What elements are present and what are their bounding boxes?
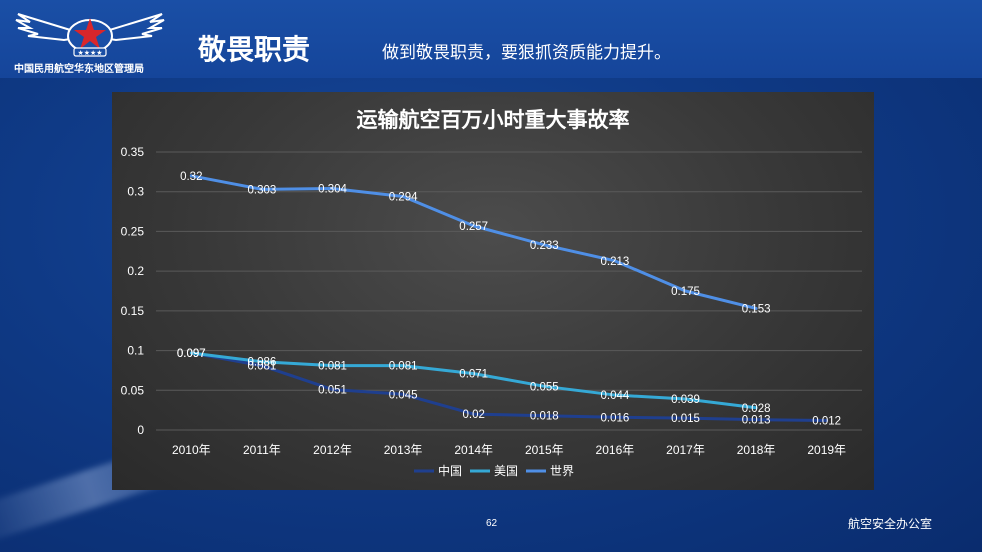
data-label: 0.097 (177, 348, 206, 360)
data-label: 0.02 (463, 409, 485, 421)
data-label: 0.039 (671, 394, 700, 406)
x-tick-label: 2018年 (737, 443, 776, 457)
subtitle: 做到敬畏职责，要狠抓资质能力提升。 (382, 43, 671, 62)
office-name: 航空安全办公室 (848, 517, 933, 531)
data-label: 0.086 (248, 357, 277, 369)
data-label: 0.081 (389, 361, 418, 373)
data-label: 0.012 (812, 415, 841, 427)
data-label: 0.257 (459, 221, 488, 233)
x-tick-label: 2011年 (243, 443, 281, 457)
y-tick-label: 0.3 (127, 185, 144, 199)
x-tick-label: 2016年 (596, 443, 635, 457)
data-label: 0.213 (601, 256, 630, 268)
data-label: 0.153 (742, 303, 771, 315)
x-tick-label: 2015年 (525, 443, 564, 457)
data-label: 0.304 (318, 184, 347, 196)
data-label: 0.016 (601, 412, 630, 424)
x-tick-label: 2013年 (384, 443, 423, 457)
series-line-2 (189, 174, 758, 310)
chart-title: 运输航空百万小时重大事故率 (356, 109, 630, 132)
data-label: 0.018 (530, 411, 559, 423)
series-line-1 (189, 351, 758, 410)
legend-label: 中国 (438, 463, 462, 478)
legend-label: 美国 (494, 464, 518, 478)
y-tick-label: 0.2 (127, 264, 144, 278)
y-tick-label: 0.05 (121, 383, 145, 397)
data-label: 0.175 (671, 286, 700, 298)
x-tick-label: 2017年 (666, 443, 705, 457)
y-tick-label: 0.1 (127, 344, 144, 358)
y-tick-label: 0.25 (121, 224, 145, 238)
y-tick-label: 0 (137, 423, 144, 437)
org-name: 中国民用航空华东地区管理局 (14, 64, 144, 75)
series-line-0 (189, 351, 829, 422)
x-tick-label: 2014年 (454, 443, 493, 457)
x-tick-label: 2010年 (172, 443, 211, 457)
data-label: 0.097 (177, 348, 206, 360)
data-label: 0.015 (671, 413, 700, 425)
data-label: 0.051 (318, 384, 347, 396)
data-label: 0.028 (742, 403, 771, 415)
page-title: 敬畏职责 (198, 34, 311, 65)
y-tick-label: 0.35 (121, 145, 145, 159)
data-label: 0.294 (389, 191, 418, 203)
caac-wings-logo-icon: ★★★★ (15, 13, 165, 57)
data-label: 0.055 (530, 381, 559, 393)
data-label: 0.045 (389, 389, 418, 401)
header-band (0, 0, 982, 78)
legend-label: 世界 (550, 464, 574, 478)
data-label: 0.013 (742, 415, 771, 427)
data-label: 0.044 (601, 390, 630, 402)
page-number: 62 (486, 518, 498, 529)
svg-text:★★★★: ★★★★ (77, 49, 102, 57)
chart-panel: 运输航空百万小时重大事故率 0 0.05 0.1 0.15 0.2 0.25 0.3 0.35… (112, 92, 874, 490)
data-label: 0.32 (180, 171, 202, 183)
data-label: 0.081 (318, 361, 347, 373)
data-label: 0.071 (459, 369, 488, 381)
data-label: 0.233 (530, 240, 559, 252)
x-tick-label: 2012年 (313, 443, 352, 457)
line-chart: 0 0.05 0.1 0.15 0.2 0.25 0.3 0.35 2010年 2011年 2012… (121, 145, 862, 478)
data-label: 0.081 (248, 361, 277, 373)
data-label: 0.303 (248, 184, 277, 196)
y-tick-label: 0.15 (121, 304, 145, 318)
x-tick-label: 2019年 (807, 443, 846, 457)
